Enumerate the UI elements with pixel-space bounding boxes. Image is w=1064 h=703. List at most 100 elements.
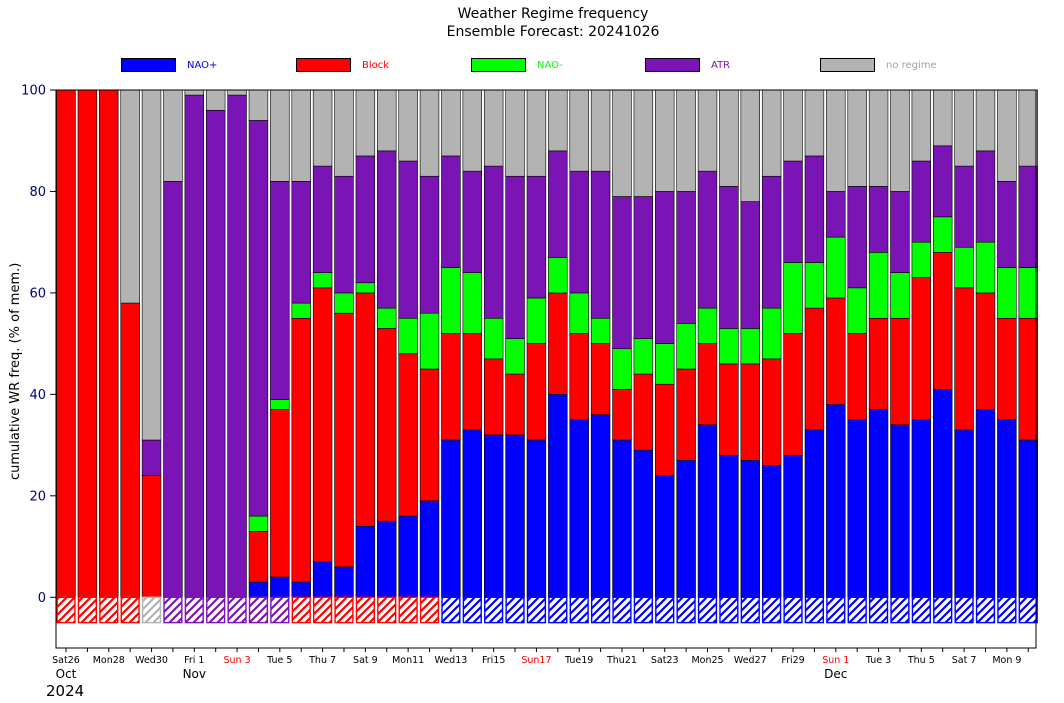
y-tick-label-0: 0 bbox=[38, 591, 46, 606]
bar-block-10 bbox=[270, 409, 290, 578]
bar-no-regime-29 bbox=[676, 89, 696, 192]
x-tick-label-32: Wed27 bbox=[734, 655, 767, 666]
bar-atr-27 bbox=[633, 196, 654, 339]
dominant-regime-marker-31 bbox=[719, 596, 739, 624]
bar-no-regime-21 bbox=[505, 89, 525, 177]
bar-block-25 bbox=[590, 343, 611, 415]
bar-block-41 bbox=[933, 252, 953, 390]
dominant-regime-marker-44 bbox=[997, 596, 1017, 624]
bar-block-13 bbox=[334, 312, 354, 568]
bar-block-34 bbox=[783, 333, 803, 456]
dominant-regime-marker-29 bbox=[676, 596, 696, 624]
bar-block-39 bbox=[890, 317, 910, 426]
month-label-dec: Dec bbox=[824, 667, 847, 681]
bar-no-regime-22 bbox=[526, 89, 547, 177]
dominant-regime-marker-20 bbox=[484, 596, 504, 624]
dominant-regime-marker-27 bbox=[633, 596, 653, 624]
bar-block-2 bbox=[99, 89, 119, 598]
bar-atr-41 bbox=[933, 145, 953, 218]
bar-nao--44 bbox=[997, 419, 1017, 598]
month-label-nov: Nov bbox=[183, 667, 206, 681]
bar-atr-43 bbox=[975, 150, 996, 243]
dominant-regime-marker-26 bbox=[612, 596, 632, 624]
bar-no-regime-34 bbox=[783, 89, 803, 162]
bar-atr-33 bbox=[761, 175, 782, 309]
dominant-regime-marker-41 bbox=[933, 596, 953, 624]
bar-nao--28 bbox=[655, 343, 675, 385]
y-tick-label-20: 20 bbox=[29, 489, 46, 504]
legend-label: Block bbox=[362, 60, 390, 71]
bar-nao--13 bbox=[334, 292, 354, 314]
dominant-regime-marker-40 bbox=[911, 596, 931, 624]
bar-no-regime-28 bbox=[655, 89, 675, 192]
bar-nao--25 bbox=[590, 414, 611, 598]
bar-block-27 bbox=[633, 373, 654, 451]
bar-nao--11 bbox=[291, 581, 311, 598]
bar-block-12 bbox=[312, 287, 333, 563]
bar-atr-38 bbox=[868, 186, 889, 253]
bar-no-regime-43 bbox=[975, 89, 996, 152]
bar-nao--12 bbox=[312, 561, 333, 598]
x-tick-label-0: Sat26 bbox=[52, 655, 80, 666]
y-tick-label-40: 40 bbox=[29, 388, 46, 403]
bar-atr-25 bbox=[590, 170, 611, 319]
bar-block-29 bbox=[676, 368, 696, 461]
bar-nao--9 bbox=[248, 581, 269, 598]
bar-nao--35 bbox=[804, 429, 825, 598]
y-tick-label-80: 80 bbox=[29, 185, 46, 200]
bar-block-11 bbox=[291, 317, 311, 583]
bar-block-37 bbox=[847, 333, 867, 421]
bar-atr-14 bbox=[355, 155, 376, 284]
bar-atr-23 bbox=[548, 150, 568, 258]
bar-no-regime-5 bbox=[163, 89, 183, 182]
dominant-regime-marker-45 bbox=[1018, 596, 1038, 624]
bar-no-regime-16 bbox=[398, 89, 418, 162]
bar-nao--41 bbox=[933, 216, 953, 253]
dominant-regime-marker-2 bbox=[99, 596, 119, 624]
bar-nao--12 bbox=[312, 272, 333, 289]
bar-nao--43 bbox=[975, 241, 996, 294]
x-tick-label-24: Tue19 bbox=[564, 655, 593, 666]
bar-no-regime-31 bbox=[719, 89, 739, 187]
dominant-regime-marker-11 bbox=[291, 596, 311, 624]
bar-atr-19 bbox=[462, 170, 483, 273]
bar-nao--23 bbox=[548, 257, 568, 294]
y-tick-label-60: 60 bbox=[29, 286, 46, 301]
bar-block-16 bbox=[398, 353, 418, 517]
bar-no-regime-10 bbox=[270, 89, 290, 182]
bar-atr-15 bbox=[377, 150, 397, 309]
bar-nao--28 bbox=[655, 475, 675, 598]
bar-no-regime-14 bbox=[355, 89, 376, 157]
legend-swatch bbox=[121, 58, 176, 72]
bar-nao--21 bbox=[505, 434, 525, 598]
bar-atr-26 bbox=[612, 196, 632, 350]
bar-nao--22 bbox=[526, 297, 547, 344]
dominant-regime-marker-1 bbox=[77, 596, 97, 624]
bar-nao--23 bbox=[548, 394, 568, 598]
bar-atr-20 bbox=[483, 165, 504, 319]
bar-nao--35 bbox=[804, 262, 825, 309]
x-tick-label-26: Thu21 bbox=[606, 655, 637, 666]
dominant-regime-marker-16 bbox=[398, 596, 418, 624]
bar-block-21 bbox=[505, 373, 525, 436]
bar-block-20 bbox=[483, 358, 504, 436]
bar-nao--43 bbox=[975, 409, 996, 598]
bar-nao--10 bbox=[270, 576, 290, 598]
bar-nao--36 bbox=[826, 404, 846, 598]
bar-no-regime-37 bbox=[847, 89, 867, 187]
bar-nao--15 bbox=[377, 520, 397, 598]
bar-block-22 bbox=[526, 343, 547, 441]
bar-no-regime-42 bbox=[954, 89, 974, 167]
bar-block-32 bbox=[740, 363, 760, 461]
x-tick-label-40: Thu 5 bbox=[907, 655, 935, 666]
bar-block-3 bbox=[120, 302, 140, 598]
bar-nao--36 bbox=[826, 236, 846, 299]
bar-nao--31 bbox=[719, 454, 739, 598]
dominant-regime-marker-34 bbox=[783, 596, 803, 624]
dominant-regime-marker-23 bbox=[548, 596, 568, 624]
bar-no-regime-8 bbox=[227, 89, 247, 96]
bar-block-26 bbox=[612, 388, 632, 441]
bar-nao--27 bbox=[633, 338, 654, 375]
x-tick-label-30: Mon25 bbox=[691, 655, 723, 666]
